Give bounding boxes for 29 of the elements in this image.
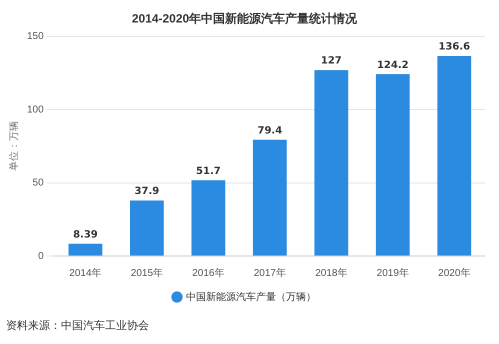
x-tick-label: 2018年 bbox=[315, 266, 348, 279]
x-tick-label: 2017年 bbox=[254, 266, 286, 279]
x-tick-label: 2015年 bbox=[130, 266, 164, 279]
chart-title: 2014-2020年中国新能源汽车产量统计情况 bbox=[132, 12, 358, 26]
data-label: 136.6 bbox=[438, 42, 470, 53]
data-label: 51.7 bbox=[196, 166, 221, 177]
y-axis-title: 单位：万辆 bbox=[8, 121, 20, 172]
bar bbox=[437, 56, 472, 256]
x-tick-label: 2019年 bbox=[376, 266, 409, 279]
data-label: 79.4 bbox=[258, 125, 282, 136]
data-label: 127 bbox=[320, 56, 342, 67]
x-tick-label: 2020年 bbox=[438, 266, 470, 279]
y-tick-label: 100 bbox=[26, 104, 44, 116]
y-tick-label: 150 bbox=[26, 31, 44, 42]
bar bbox=[130, 200, 164, 256]
x-tick-label: 2014年 bbox=[69, 266, 102, 279]
bar bbox=[68, 244, 102, 256]
x-tick-label: 2016年 bbox=[192, 266, 224, 279]
data-label: 8.39 bbox=[73, 229, 98, 240]
y-tick-label: 50 bbox=[32, 178, 44, 189]
bar bbox=[314, 70, 348, 256]
y-tick-label: 0 bbox=[38, 250, 44, 262]
bar bbox=[252, 140, 287, 256]
bar bbox=[376, 74, 410, 256]
data-label: 37.9 bbox=[134, 186, 160, 198]
bar bbox=[191, 180, 226, 256]
data-label: 124.2 bbox=[376, 60, 409, 71]
legend-label: 中国新能源汽车产量（万辆） bbox=[186, 290, 316, 303]
text: 资料来源：中国汽车工业协会 bbox=[6, 318, 149, 333]
